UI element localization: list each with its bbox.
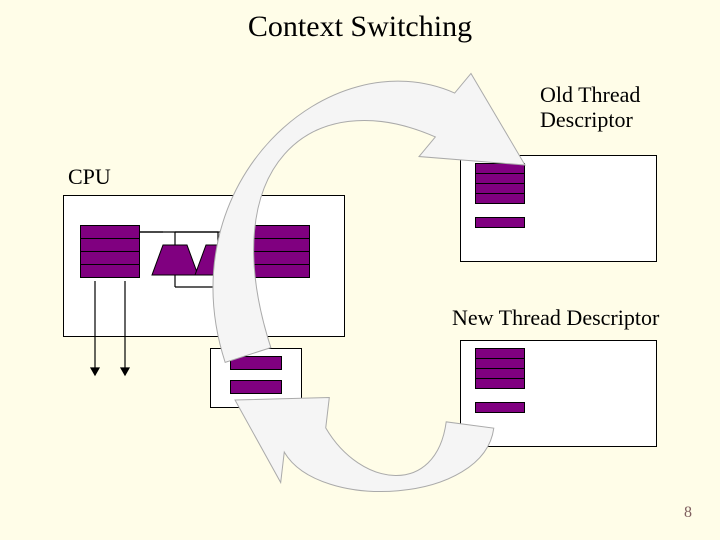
- register-row: [250, 238, 310, 252]
- register-row: [250, 225, 310, 239]
- small-box-registers: [230, 356, 282, 394]
- register-row: [230, 356, 282, 370]
- new-desc-registers-bot: [475, 402, 525, 413]
- register-row: [475, 193, 525, 204]
- new-thread-label: New Thread Descriptor: [452, 305, 659, 330]
- register-row: [80, 251, 140, 265]
- new-desc-registers-top: [475, 348, 525, 389]
- page-title: Context Switching: [0, 10, 720, 44]
- register-row: [250, 264, 310, 278]
- old-thread-label: Old Thread Descriptor: [540, 82, 640, 133]
- cpu-registers-left: [80, 225, 140, 278]
- register-row: [475, 378, 525, 389]
- register-row: [230, 380, 282, 394]
- cpu-registers-right: [250, 225, 310, 278]
- register-row: [80, 264, 140, 278]
- page-number: 8: [684, 504, 692, 522]
- register-row: [250, 251, 310, 265]
- register-row: [475, 402, 525, 413]
- cpu-label: CPU: [68, 164, 111, 189]
- old-desc-registers-top: [475, 163, 525, 204]
- old-desc-registers-bot: [475, 217, 525, 228]
- register-row: [475, 217, 525, 228]
- register-row: [80, 225, 140, 239]
- register-row: [80, 238, 140, 252]
